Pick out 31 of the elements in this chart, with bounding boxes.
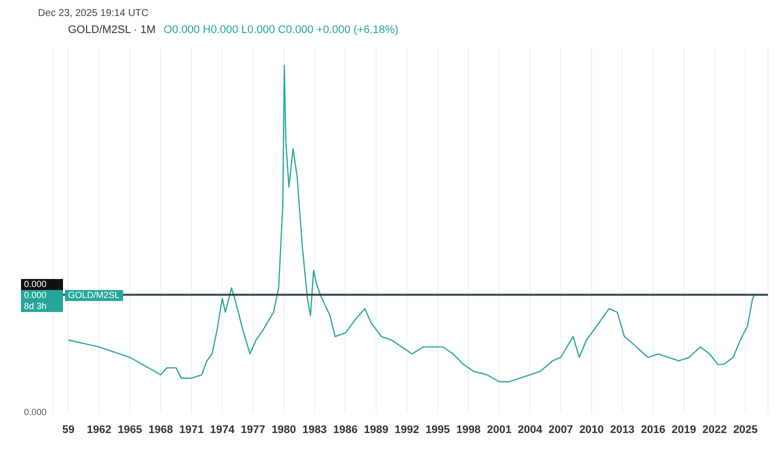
x-tick-label: 2013 (610, 424, 635, 436)
x-tick-label: 1998 (456, 424, 481, 436)
x-tick-label: 1992 (394, 424, 420, 436)
ref-line-label: GOLD/M2SL (65, 290, 123, 301)
x-tick-label: 1980 (272, 424, 296, 436)
x-tick-label: 1983 (302, 424, 327, 436)
text: Dec 23, 2025 19:14 UTC (38, 8, 149, 19)
x-tick-label: 2010 (579, 424, 604, 436)
x-tick-label: 1989 (364, 424, 388, 436)
x-tick-label: 59 (62, 424, 75, 436)
text: 0.000 (24, 407, 47, 417)
x-tick-label: 2007 (548, 424, 574, 436)
x-tick-label: 2025 (733, 424, 758, 436)
x-tick-label: 1995 (425, 424, 450, 436)
chart-subtitle: O0.000 H0.000 L0.000 C0.000 +0.000 (+6.18%) (164, 24, 398, 36)
text: 8d 3h (24, 300, 48, 312)
x-tick-label: 1977 (240, 424, 266, 436)
text: 0.000 (24, 290, 48, 301)
chart-title: GOLD/M2SL · 1M (68, 24, 156, 36)
x-tick-label: 1965 (118, 424, 142, 436)
x-tick-label: 1974 (210, 424, 236, 436)
x-tick-label: 1962 (86, 424, 112, 436)
x-tick-label: 1986 (333, 424, 358, 436)
x-tick-label: 2004 (518, 424, 544, 436)
x-tick-label: 2016 (640, 424, 666, 436)
text: 0.000 (21, 278, 63, 290)
x-tick-label: 2019 (672, 424, 696, 436)
x-tick-label: 1971 (179, 424, 204, 436)
x-tick-label: 2022 (702, 424, 727, 436)
x-tick-label: 2001 (486, 424, 512, 436)
x-tick-label: 1968 (148, 424, 173, 436)
